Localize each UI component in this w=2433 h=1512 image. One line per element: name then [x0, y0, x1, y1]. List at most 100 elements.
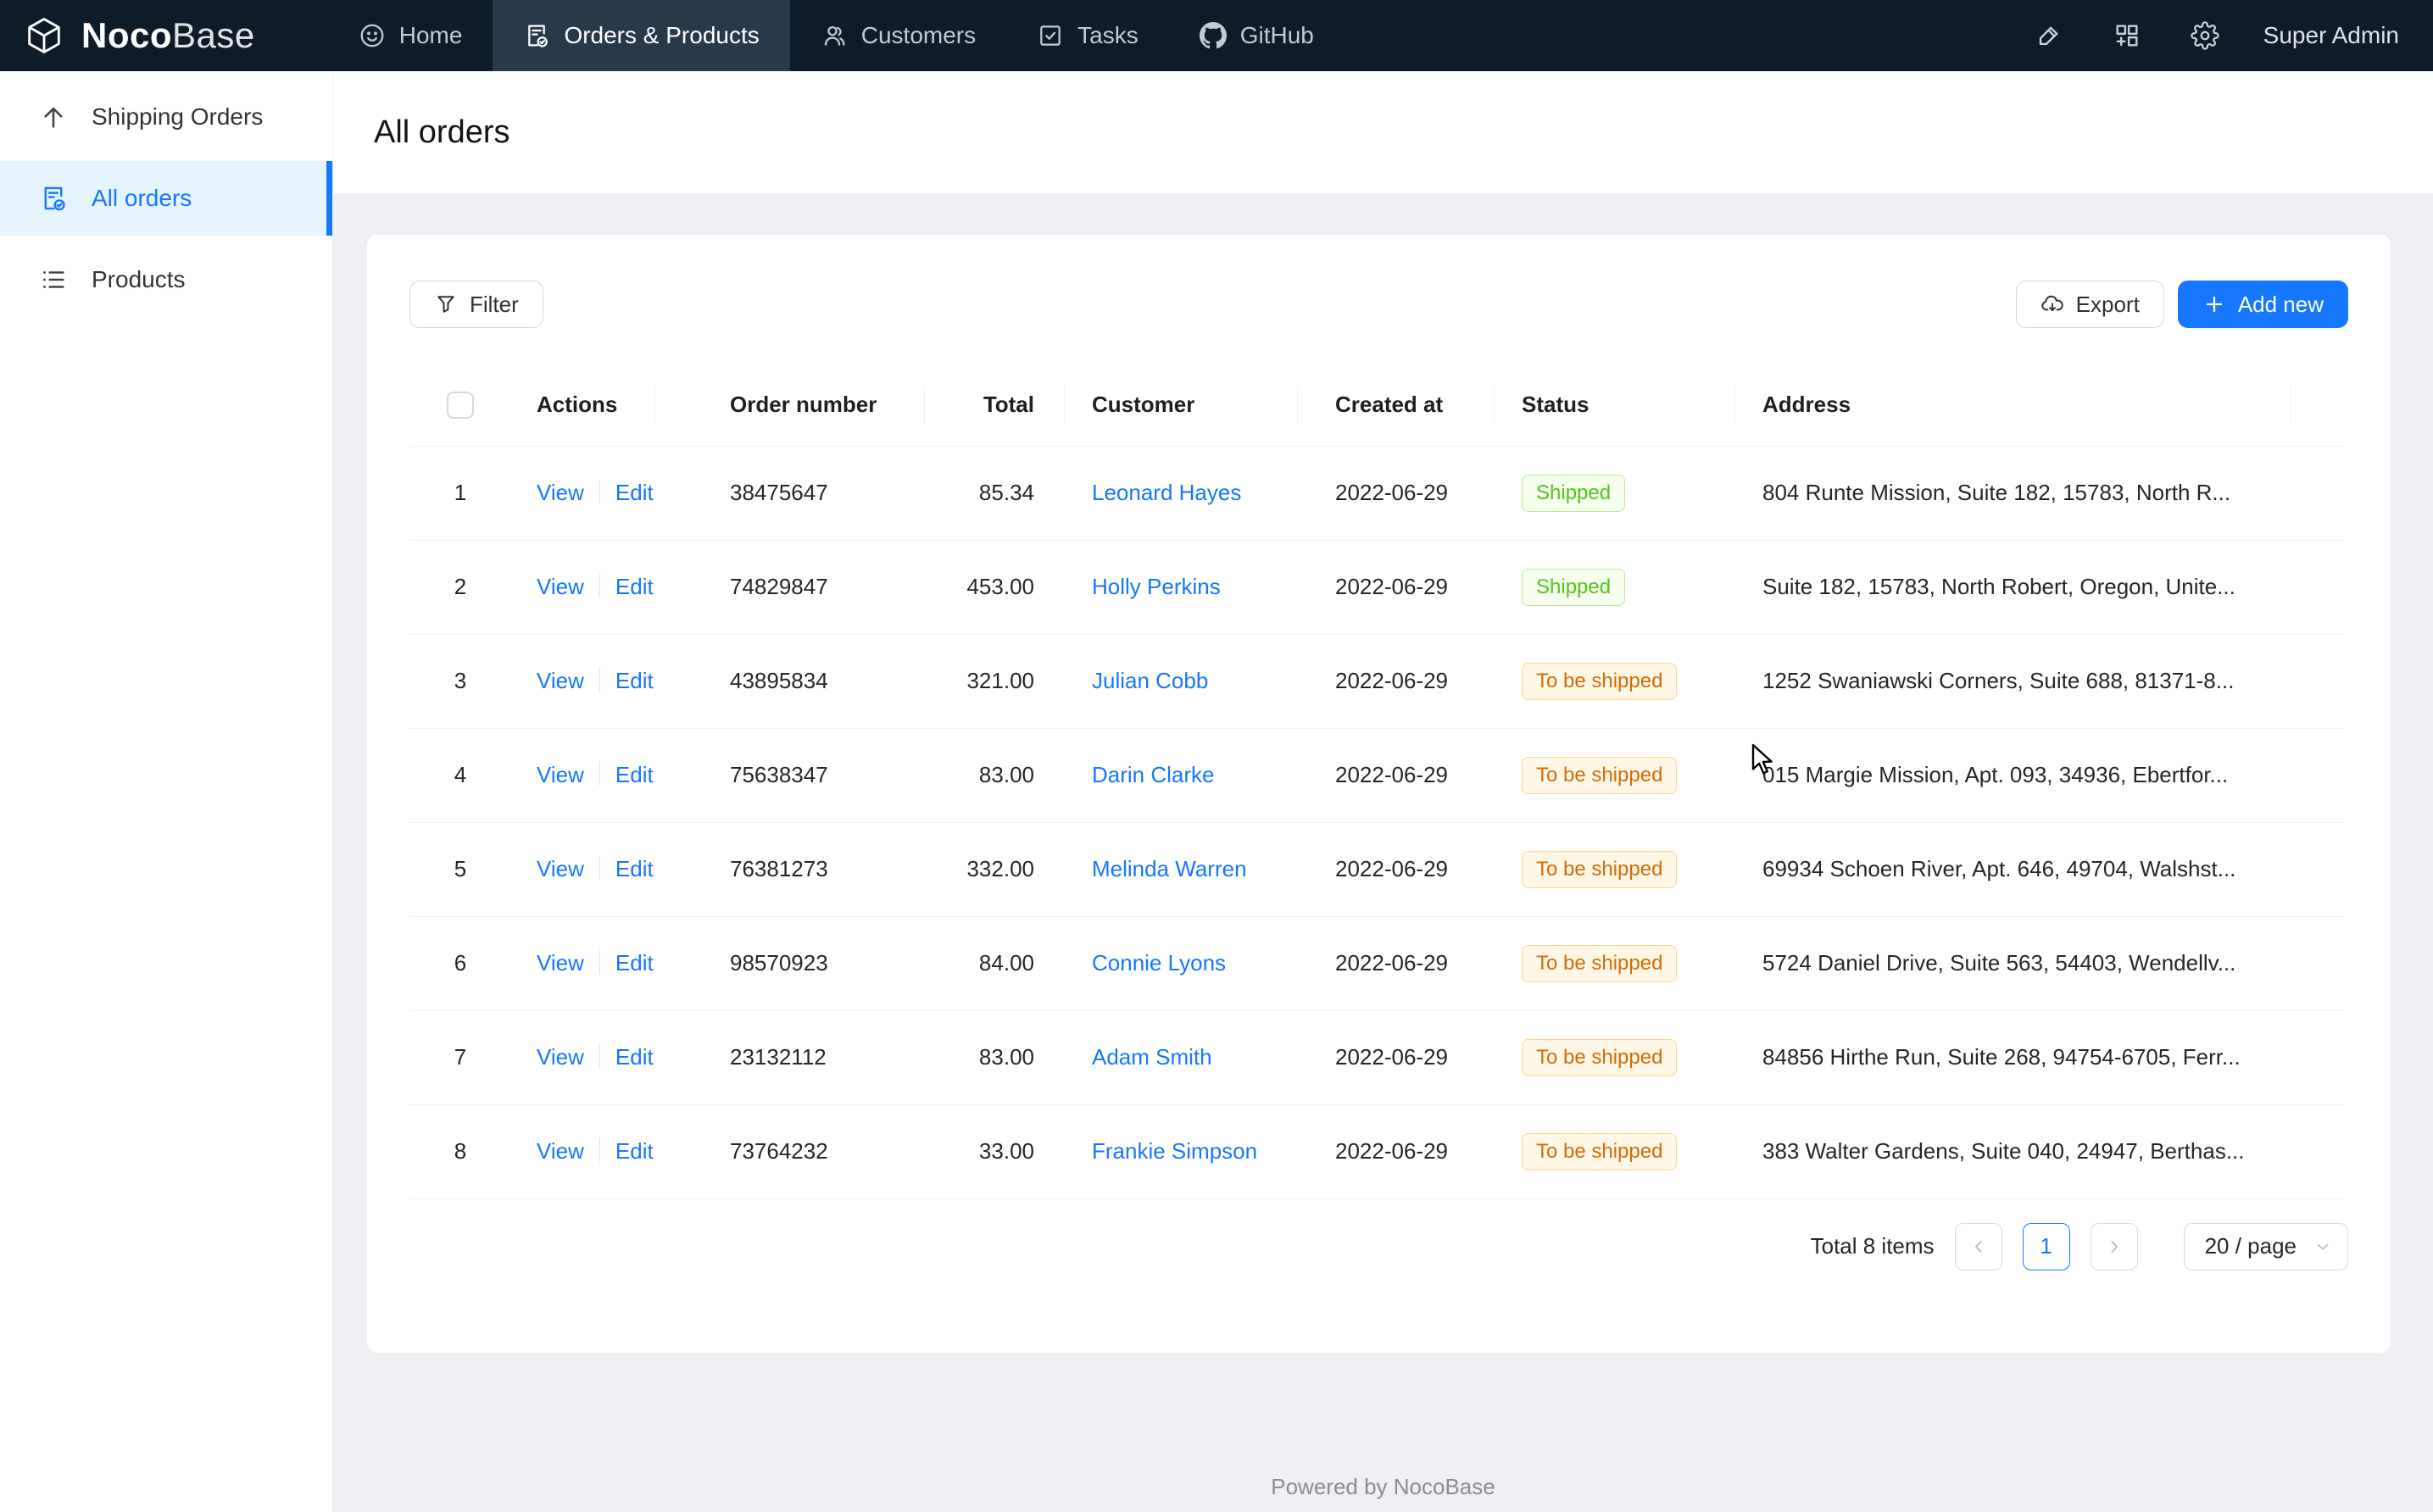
total-cell: 85.34 — [925, 446, 1065, 541]
column-header-actions: Actions — [511, 364, 655, 447]
address-cell: 5724 Daniel Drive, Suite 563, 54403, Wen… — [1735, 916, 2291, 1011]
edit-link[interactable]: Edit — [615, 480, 654, 505]
add-new-button[interactable]: Add new — [2177, 281, 2348, 328]
pagination: Total 8 items 1 20 / page — [409, 1222, 2348, 1270]
select-all-checkbox[interactable] — [447, 392, 474, 420]
row-index: 6 — [454, 950, 467, 976]
total-cell: 83.00 — [925, 1010, 1065, 1105]
row-index-cell: 7 — [409, 1010, 511, 1105]
view-link[interactable]: View — [537, 856, 584, 881]
address-cell: 015 Margie Mission, Apt. 093, 34936, Ebe… — [1735, 728, 2291, 823]
nav-item-label: Tasks — [1077, 22, 1139, 48]
status-badge: To be shipped — [1522, 662, 1678, 700]
page-number-button[interactable]: 1 — [2022, 1222, 2070, 1270]
table-row: 4 View Edit 75638347 83.00 Darin Clarke 2… — [409, 728, 2344, 823]
nav-item-label: Home — [398, 22, 463, 48]
sidebar-item-shipping-orders[interactable]: Shipping Orders — [0, 80, 332, 154]
toolbar-right: Export Add new — [2015, 281, 2348, 328]
total-cell: 84.00 — [925, 916, 1065, 1011]
row-index: 5 — [454, 856, 467, 881]
user-menu[interactable]: Super Admin — [2263, 22, 2399, 48]
list-icon — [39, 265, 68, 294]
prev-page-button[interactable] — [1954, 1222, 2002, 1270]
view-link[interactable]: View — [537, 668, 584, 693]
table-toolbar: Filter Export — [409, 281, 2348, 328]
customers-icon — [821, 22, 848, 49]
created-at-cell: 2022-06-29 — [1298, 540, 1495, 635]
view-link[interactable]: View — [537, 574, 584, 599]
status-badge: Shipped — [1522, 474, 1626, 512]
content-area: Filter Export — [333, 193, 2433, 1512]
spacer-cell — [2291, 1010, 2344, 1105]
edit-link[interactable]: Edit — [615, 1044, 654, 1070]
actions-cell: View Edit — [511, 1010, 655, 1105]
view-link[interactable]: View — [537, 480, 584, 505]
edit-link[interactable]: Edit — [615, 574, 654, 599]
status-badge: To be shipped — [1522, 944, 1678, 982]
edit-link[interactable]: Edit — [615, 668, 654, 693]
customer-link[interactable]: Darin Clarke — [1092, 762, 1215, 787]
status-badge: To be shipped — [1522, 756, 1678, 794]
export-button[interactable]: Export — [2015, 281, 2164, 328]
actions-divider — [599, 480, 600, 503]
total-cell: 83.00 — [925, 728, 1065, 823]
row-index-cell: 1 — [409, 446, 511, 541]
nav-item-tasks[interactable]: Tasks — [1006, 0, 1169, 71]
sidebar-item-all-orders[interactable]: All orders — [0, 161, 332, 236]
cloud-download-icon — [2040, 292, 2064, 316]
customer-link[interactable]: Adam Smith — [1092, 1044, 1212, 1070]
edit-link[interactable]: Edit — [615, 950, 654, 976]
nav-item-orders-products[interactable]: Orders & Products — [493, 0, 790, 71]
actions-cell: View Edit — [511, 1104, 655, 1199]
created-at-cell: 2022-06-29 — [1298, 634, 1495, 729]
edit-link[interactable]: Edit — [615, 762, 654, 787]
edit-link[interactable]: Edit — [615, 1138, 654, 1164]
github-icon — [1199, 22, 1227, 49]
column-header-total: Total — [925, 364, 1065, 447]
edit-link[interactable]: Edit — [615, 856, 654, 881]
order-check-icon — [523, 22, 550, 49]
order-number-cell: 73764232 — [655, 1104, 925, 1199]
filter-button[interactable]: Filter — [409, 281, 543, 328]
filter-button-label: Filter — [470, 291, 519, 317]
nav-item-customers[interactable]: Customers — [790, 0, 1006, 71]
customer-link[interactable]: Connie Lyons — [1092, 950, 1227, 976]
customer-link[interactable]: Melinda Warren — [1092, 856, 1247, 881]
view-link[interactable]: View — [537, 762, 584, 787]
spacer-cell — [2291, 1104, 2344, 1199]
status-cell: Shipped — [1495, 446, 1735, 541]
blocks-plus-icon[interactable] — [2099, 8, 2155, 64]
customer-cell: Darin Clarke — [1065, 728, 1298, 823]
main-area: All orders Filter — [333, 71, 2433, 1512]
smiley-icon — [359, 22, 386, 49]
actions-divider — [599, 762, 600, 786]
customer-cell: Frankie Simpson — [1065, 1104, 1298, 1199]
actions-cell: View Edit — [511, 916, 655, 1011]
spacer-cell — [2291, 634, 2344, 729]
customer-link[interactable]: Julian Cobb — [1092, 668, 1209, 693]
order-number-cell: 98570923 — [655, 916, 925, 1011]
orders-card: Filter Export — [367, 235, 2391, 1353]
row-index: 1 — [454, 480, 467, 505]
nav-item-home[interactable]: Home — [328, 0, 493, 71]
orders-table-body: 1 View Edit 38475647 85.34 Leonard Hayes … — [409, 446, 2344, 1199]
status-cell: To be shipped — [1495, 1104, 1735, 1199]
column-header-customer: Customer — [1065, 364, 1298, 447]
view-link[interactable]: View — [537, 1138, 584, 1164]
brand-text: NocoBase — [81, 15, 255, 55]
nocobase-logo[interactable]: NocoBase — [0, 0, 277, 71]
sidebar-item-products[interactable]: Products — [0, 242, 332, 317]
highlighter-icon[interactable] — [2021, 8, 2077, 64]
page-size-select[interactable]: 20 / page — [2183, 1222, 2348, 1270]
gear-icon[interactable] — [2177, 8, 2233, 64]
nav-item-label: Orders & Products — [564, 22, 760, 48]
customer-link[interactable]: Leonard Hayes — [1092, 480, 1242, 505]
customer-link[interactable]: Holly Perkins — [1092, 574, 1221, 599]
view-link[interactable]: View — [537, 950, 584, 976]
view-link[interactable]: View — [537, 1044, 584, 1070]
column-header-address: Address — [1735, 364, 2291, 447]
status-badge: To be shipped — [1522, 850, 1678, 888]
customer-link[interactable]: Frankie Simpson — [1092, 1138, 1258, 1164]
next-page-button[interactable] — [2090, 1222, 2138, 1270]
nav-item-github[interactable]: GitHub — [1169, 0, 1345, 71]
